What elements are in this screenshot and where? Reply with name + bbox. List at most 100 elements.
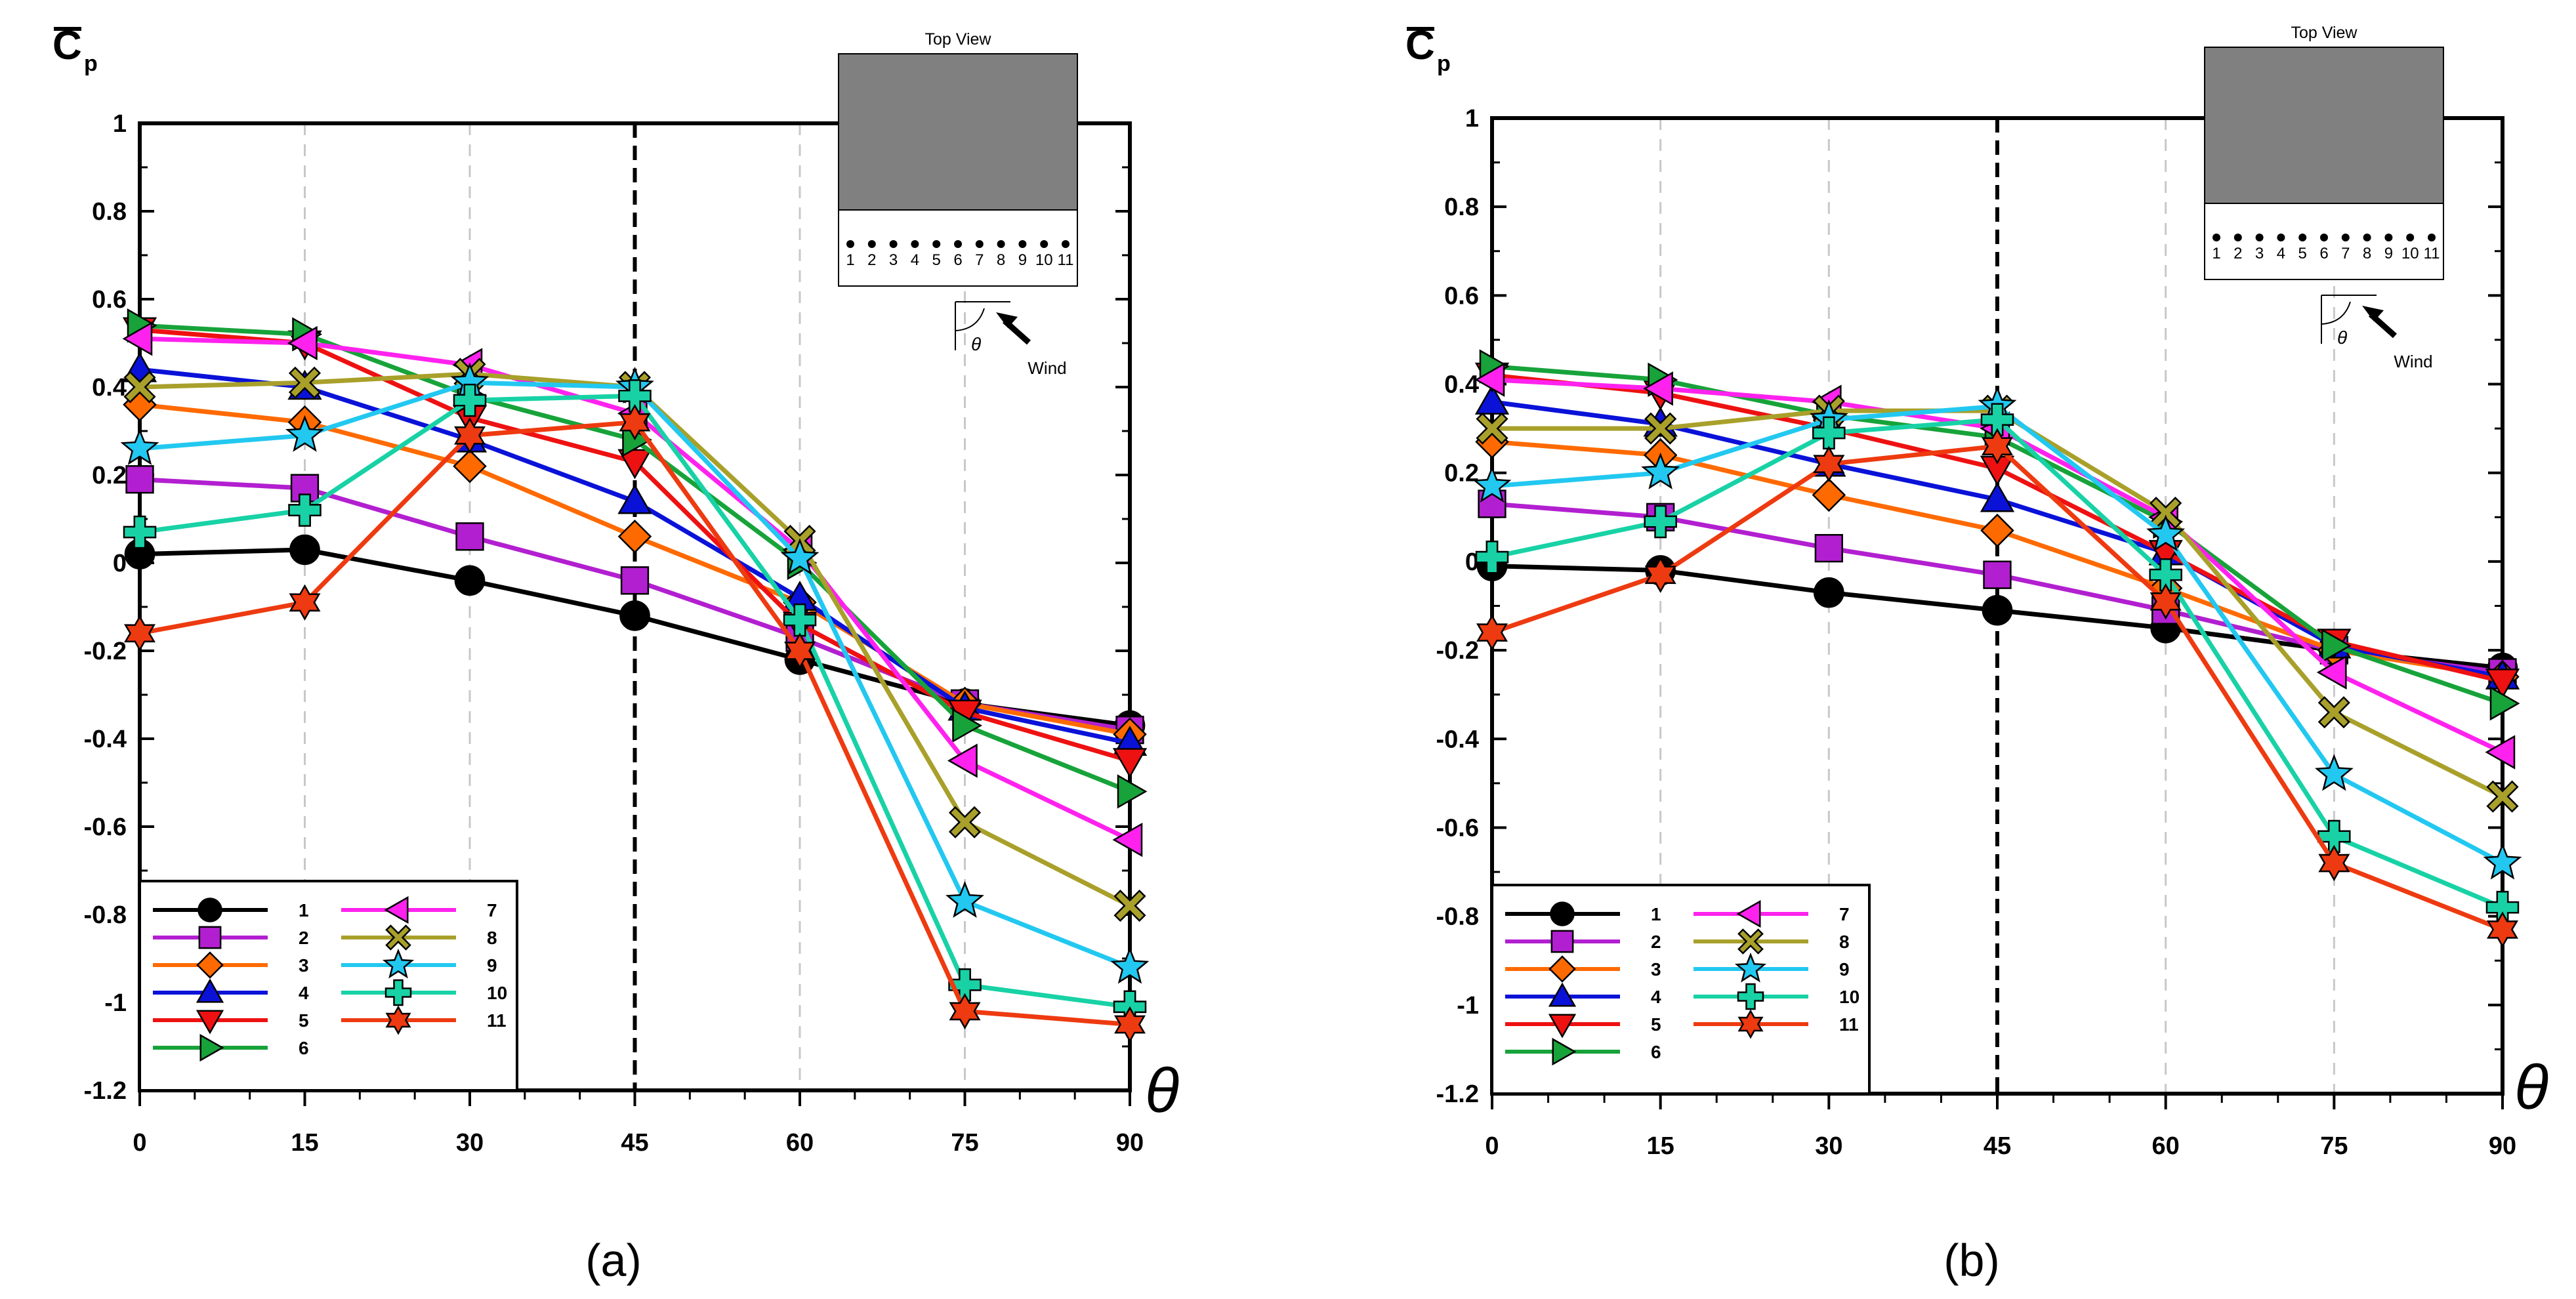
- y-tick-label: -1: [104, 989, 127, 1017]
- legend-item: 6: [1505, 1037, 1661, 1066]
- data-point: [2321, 629, 2352, 663]
- data-point: [1980, 482, 2015, 512]
- tap-dot: [889, 240, 898, 248]
- legend-item: 3: [1505, 955, 1661, 983]
- data-point: [2489, 686, 2520, 721]
- tap-label: 2: [867, 251, 876, 269]
- tap-dot: [2233, 234, 2242, 241]
- data-point: [2485, 735, 2516, 770]
- tap-dot: [1040, 240, 1049, 248]
- series-11: [124, 403, 1146, 1043]
- y-tick-label: 0.6: [1444, 282, 1479, 310]
- panel-a-plot: -1.2-1-0.8-0.6-0.4-0.200.20.40.60.810 15 3…: [84, 110, 1150, 1157]
- tap-dot: [2341, 234, 2350, 241]
- data-point: [620, 566, 650, 595]
- data-point: [619, 600, 650, 631]
- x-tick-label: 15: [1647, 1132, 1674, 1160]
- tap-label: 2: [2233, 245, 2242, 262]
- tap-dot: [1018, 240, 1027, 248]
- legend-marker: [384, 979, 412, 1006]
- legend-item: 4: [1505, 982, 1661, 1007]
- tap-label: 9: [2384, 245, 2393, 262]
- data-point: [1644, 556, 1676, 593]
- y-tick-label: -0.8: [84, 901, 127, 929]
- data-point: [2485, 669, 2520, 699]
- data-point: [124, 615, 156, 651]
- y-tick-label: -0.6: [1436, 814, 1479, 842]
- data-point: [1112, 748, 1148, 779]
- inset-angle-indicator: θ: [955, 301, 1010, 354]
- legend-item: 1: [1505, 901, 1661, 926]
- y-tick-label: 0.4: [92, 374, 127, 402]
- data-point: [290, 474, 320, 503]
- legend-marker: [385, 924, 411, 951]
- legend-label: 1: [299, 900, 309, 920]
- legend-item: 8: [1693, 928, 1850, 955]
- data-point: [1814, 533, 1843, 563]
- inset-angle-label: θ: [2337, 327, 2347, 348]
- data-point: [2487, 911, 2518, 948]
- legend-label: 11: [487, 1010, 507, 1031]
- legend-box: [1491, 884, 1871, 1095]
- legend-label: 6: [299, 1038, 309, 1058]
- data-point: [1982, 594, 2013, 626]
- tap-dot: [2255, 234, 2264, 241]
- tap-dot: [2212, 234, 2220, 241]
- legend-marker: [1737, 928, 1764, 955]
- legend-label: 10: [487, 983, 507, 1003]
- legend-label: 8: [487, 928, 497, 948]
- legend-label: 11: [1839, 1014, 1859, 1035]
- data-point: [1475, 540, 1509, 574]
- panel-a-ylabel-sub: p: [84, 51, 98, 76]
- inset-wind-label: Wind: [1028, 358, 1066, 378]
- data-point: [288, 493, 322, 527]
- legend-item: 9: [1693, 952, 1850, 983]
- panel-b-inset: Top View 1 2 3 4 5 6 7 8 9 10 11 θ Wind: [2204, 24, 2444, 371]
- tap-label: 8: [997, 251, 1005, 269]
- panel-a-xlabel: θ: [1145, 1056, 1179, 1126]
- tap-dot: [2277, 234, 2285, 241]
- tap-dot: [954, 240, 962, 248]
- y-tick-label: 1: [113, 110, 127, 138]
- tap-label: 1: [2212, 245, 2220, 262]
- data-point: [1980, 513, 2014, 548]
- legend: 1 2 3 4 5 6 7 8 9 10 11: [1491, 884, 1871, 1095]
- wind-arrow-icon: [2362, 306, 2397, 339]
- tap-label: 1: [846, 251, 854, 269]
- legend-marker: [1737, 983, 1764, 1010]
- data-point: [1983, 560, 2012, 589]
- data-point: [2317, 696, 2350, 729]
- legend-marker: [1736, 899, 1761, 928]
- y-tick-label: 0.2: [1444, 460, 1479, 487]
- panel-b-plot: -1.2-1-0.8-0.6-0.4-0.200.20.40.60.810 15 3…: [1436, 105, 2522, 1160]
- panel-b: -1.2-1-0.8-0.6-0.4-0.200.20.40.60.810 15 3…: [1405, 23, 2548, 1286]
- y-tick-label: -0.2: [84, 638, 127, 665]
- data-point: [455, 522, 484, 551]
- tap-label: 5: [2298, 245, 2307, 262]
- inset-building: [838, 53, 1078, 211]
- tap-dot: [911, 240, 919, 248]
- legend-marker: [1550, 930, 1574, 953]
- tap-label: 4: [2277, 245, 2285, 262]
- inset-title: Top View: [2291, 24, 2358, 42]
- x-tick-label: 60: [2152, 1132, 2180, 1160]
- data-point: [952, 708, 983, 743]
- legend-label: 7: [1839, 904, 1850, 924]
- data-point: [618, 379, 652, 413]
- data-point: [948, 806, 982, 838]
- data-point: [1476, 412, 1508, 445]
- legend-marker: [1548, 1014, 1577, 1039]
- legend-marker: [199, 1033, 224, 1062]
- legend-marker: [1552, 1037, 1577, 1066]
- legend-item: 5: [153, 1010, 309, 1035]
- data-point: [454, 417, 486, 454]
- legend-marker: [1548, 955, 1576, 983]
- legend-marker: [382, 948, 415, 979]
- data-point: [1981, 428, 2014, 464]
- panel-b-letter: (b): [1943, 1235, 2000, 1286]
- legend-item: 1: [153, 897, 309, 922]
- data-point: [1643, 371, 1673, 406]
- legend-marker: [385, 1005, 411, 1035]
- data-point: [2318, 844, 2350, 882]
- legend-item: 7: [1693, 899, 1850, 928]
